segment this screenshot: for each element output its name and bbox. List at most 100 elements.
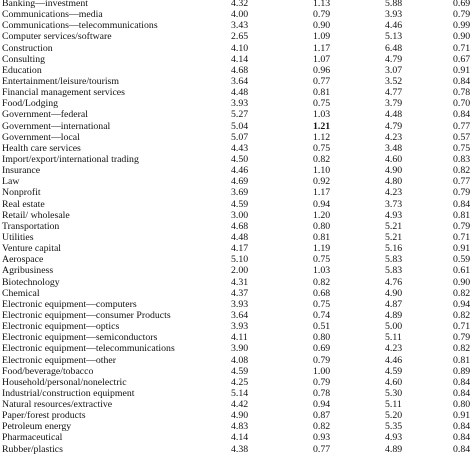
value-cell-4: 0.84 bbox=[453, 432, 471, 444]
value-cell-2: 1.10 bbox=[313, 165, 331, 177]
value-cell-3: 5.16 bbox=[385, 243, 403, 255]
value-cell-3: 4.23 bbox=[385, 187, 403, 199]
value-cell-4: 0.84 bbox=[453, 198, 471, 210]
value-cell-4: 0.71 bbox=[453, 321, 471, 333]
value-cell-1: 4.10 bbox=[231, 42, 249, 54]
table-row: Insurance 4.46 1.10 4.90 0.82 bbox=[0, 165, 474, 176]
value-cell-3: 3.52 bbox=[385, 75, 403, 87]
table-row: Communications—media 4.00 0.79 3.93 0.79 bbox=[0, 9, 474, 20]
value-cell-1: 4.46 bbox=[231, 165, 249, 177]
table-row: Retail/ wholesale 3.00 1.20 4.93 0.81 bbox=[0, 210, 474, 221]
value-cell-3: 5.88 bbox=[385, 0, 403, 9]
table-row: Government—federal 5.27 1.03 4.48 0.84 bbox=[0, 109, 474, 120]
table-row: Petroleum energy 4.83 0.82 5.35 0.84 bbox=[0, 421, 474, 432]
table-row: Electronic equipment—semiconductors 4.11 0… bbox=[0, 332, 474, 343]
value-cell-3: 5.83 bbox=[385, 265, 403, 277]
value-cell-1: 4.00 bbox=[231, 9, 249, 21]
value-cell-3: 4.46 bbox=[385, 20, 403, 32]
value-cell-2: 0.82 bbox=[313, 276, 331, 288]
industry-name-cell: Import/export/international trading bbox=[2, 153, 139, 165]
table-row: Law 4.69 0.92 4.80 0.77 bbox=[0, 176, 474, 187]
industry-name-cell: Nonprofit bbox=[2, 187, 41, 199]
industry-name-cell: Household/personal/nonelectric bbox=[2, 376, 127, 388]
value-cell-1: 4.83 bbox=[231, 421, 249, 433]
value-cell-4: 0.82 bbox=[453, 309, 471, 321]
table-row: Electronic equipment—other 4.08 0.79 4.46 0.… bbox=[0, 355, 474, 366]
industry-name-cell: Government—local bbox=[2, 131, 80, 143]
value-cell-3: 5.00 bbox=[385, 321, 403, 333]
value-cell-1: 4.38 bbox=[231, 443, 249, 455]
value-cell-4: 0.67 bbox=[453, 53, 471, 65]
table-row: Real estate 4.59 0.94 3.73 0.84 bbox=[0, 199, 474, 210]
value-cell-2: 0.79 bbox=[313, 376, 331, 388]
value-cell-3: 4.48 bbox=[385, 109, 403, 121]
industry-name-cell: Petroleum energy bbox=[2, 421, 72, 433]
industry-name-cell: Venture capital bbox=[2, 243, 62, 255]
value-cell-1: 4.43 bbox=[231, 142, 249, 154]
table-row: Agribusiness 2.00 1.03 5.83 0.61 bbox=[0, 265, 474, 276]
value-cell-4: 0.91 bbox=[453, 410, 471, 422]
value-cell-4: 0.84 bbox=[453, 387, 471, 399]
value-cell-2: 1.13 bbox=[313, 0, 331, 9]
industry-name-cell: Retail/ wholesale bbox=[2, 209, 70, 221]
value-cell-2: 1.00 bbox=[313, 365, 331, 377]
table-row: Health care services 4.43 0.75 3.48 0.75 bbox=[0, 143, 474, 154]
industry-name-cell: Pharmaceutical bbox=[2, 432, 63, 444]
value-cell-2: 0.92 bbox=[313, 176, 331, 188]
table-row: Venture capital 4.17 1.19 5.16 0.91 bbox=[0, 243, 474, 254]
value-cell-2: 0.94 bbox=[313, 198, 331, 210]
value-cell-1: 5.07 bbox=[231, 131, 249, 143]
value-cell-2: 0.51 bbox=[313, 321, 331, 333]
value-cell-3: 4.76 bbox=[385, 276, 403, 288]
industry-name-cell: Education bbox=[2, 64, 42, 76]
value-cell-3: 5.30 bbox=[385, 387, 403, 399]
industry-name-cell: Food/beverage/tobacco bbox=[2, 365, 94, 377]
value-cell-2: 0.90 bbox=[313, 20, 331, 32]
table-row: Nonprofit 3.69 1.17 4.23 0.79 bbox=[0, 187, 474, 198]
value-cell-4: 0.91 bbox=[453, 243, 471, 255]
value-cell-4: 0.79 bbox=[453, 220, 471, 232]
value-cell-2: 0.75 bbox=[313, 142, 331, 154]
value-cell-4: 0.90 bbox=[453, 276, 471, 288]
value-cell-2: 0.79 bbox=[313, 9, 331, 21]
value-cell-1: 4.59 bbox=[231, 365, 249, 377]
table-row: Electronic equipment—computers 3.93 0.75 4.… bbox=[0, 299, 474, 310]
value-cell-2: 0.80 bbox=[313, 220, 331, 232]
industry-name-cell: Electronic equipment—semiconductors bbox=[2, 332, 158, 344]
value-cell-4: 0.61 bbox=[453, 265, 471, 277]
industry-name-cell: Entertainment/leisure/tourism bbox=[2, 75, 119, 87]
value-cell-1: 4.90 bbox=[231, 410, 249, 422]
value-cell-3: 4.23 bbox=[385, 131, 403, 143]
industry-name-cell: Government—international bbox=[2, 120, 111, 132]
value-cell-4: 0.69 bbox=[453, 0, 471, 9]
industry-name-cell: Construction bbox=[2, 42, 53, 54]
value-cell-1: 4.11 bbox=[231, 332, 248, 344]
value-cell-1: 3.64 bbox=[231, 75, 249, 87]
value-cell-1: 4.69 bbox=[231, 176, 249, 188]
value-cell-3: 3.73 bbox=[385, 198, 403, 210]
industry-name-cell: Communications—media bbox=[2, 9, 103, 21]
table-row: Aerospace 5.10 0.75 5.83 0.59 bbox=[0, 254, 474, 265]
value-cell-1: 4.48 bbox=[231, 87, 249, 99]
table-row: Electronic equipment—telecommunications 3… bbox=[0, 343, 474, 354]
value-cell-3: 4.59 bbox=[385, 365, 403, 377]
value-cell-1: 5.27 bbox=[231, 109, 249, 121]
value-cell-4: 0.71 bbox=[453, 231, 471, 243]
industry-name-cell: Biotechnology bbox=[2, 276, 60, 288]
industry-name-cell: Agribusiness bbox=[2, 265, 54, 277]
value-cell-1: 5.04 bbox=[231, 120, 249, 132]
industry-name-cell: Health care services bbox=[2, 142, 81, 154]
value-cell-2: 0.80 bbox=[313, 332, 331, 344]
value-cell-1: 4.25 bbox=[231, 376, 249, 388]
value-cell-1: 4.32 bbox=[231, 0, 249, 9]
value-cell-2: 1.03 bbox=[313, 109, 331, 121]
value-cell-2: 1.21 bbox=[313, 120, 331, 132]
value-cell-4: 0.57 bbox=[453, 131, 471, 143]
value-cell-4: 0.70 bbox=[453, 98, 471, 110]
value-cell-2: 0.69 bbox=[313, 343, 331, 355]
value-cell-1: 5.10 bbox=[231, 254, 249, 266]
value-cell-4: 0.84 bbox=[453, 376, 471, 388]
value-cell-1: 4.48 bbox=[231, 231, 249, 243]
value-cell-3: 5.11 bbox=[385, 332, 402, 344]
value-cell-2: 0.75 bbox=[313, 98, 331, 110]
